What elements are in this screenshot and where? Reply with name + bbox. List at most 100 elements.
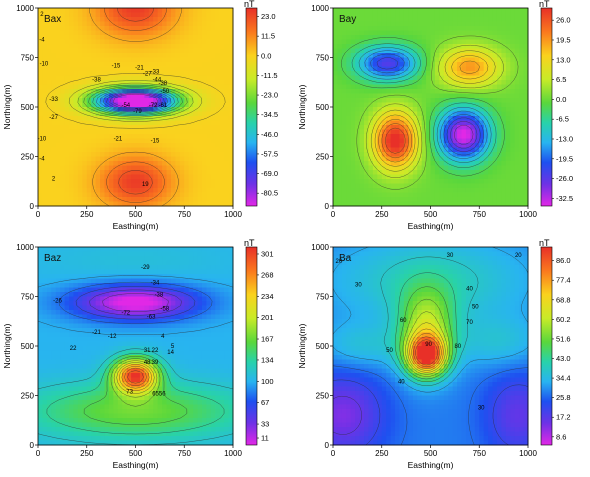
heatmap-cell [193,201,199,207]
heatmap-cell [408,134,414,139]
heatmap-cell [91,192,97,198]
heatmap-cell [206,274,212,279]
heatmap-cell [408,35,414,40]
heatmap-cell [206,296,212,302]
heatmap-cell [86,269,92,275]
heatmap-cell [215,120,221,126]
heatmap-cell [434,21,440,27]
heatmap-cell [113,256,119,261]
heatmap-cell [179,93,185,99]
heatmap-cell [346,84,352,90]
heatmap-cell [77,39,83,45]
heatmap-cell [386,174,392,180]
heatmap-cell [77,287,83,293]
heatmap-cell [131,183,136,189]
heatmap-cell [170,80,176,85]
heatmap-cell [355,165,361,171]
heatmap-cell [483,30,489,36]
heatmap-cell [188,197,194,202]
heatmap-cell [122,188,128,193]
heatmap-cell [166,134,172,139]
heatmap-cell [210,107,216,112]
heatmap-cell [206,170,212,175]
colorbar-tick-label: 23.0 [261,12,276,21]
heatmap-cell [346,111,352,117]
heatmap-cell [73,170,79,175]
heatmap-cell [465,57,471,63]
heatmap-cell [184,192,190,198]
heatmap-cell [95,247,101,252]
heatmap-cell [408,57,414,63]
heatmap-cell [219,12,225,18]
heatmap-cell [434,35,440,40]
heatmap-cell [417,84,423,90]
heatmap-cell [488,53,494,58]
heatmap-cell [408,26,414,31]
heatmap-cell [412,107,418,112]
heatmap-cells [333,8,529,207]
heatmap-cell [193,35,199,40]
heatmap-cell [188,310,194,315]
heatmap-cell [157,201,163,207]
heatmap-cell [73,179,79,184]
heatmap-cell [201,129,207,135]
heatmap-cell [434,197,440,202]
heatmap-cell [461,102,467,108]
heatmap-cell [368,53,374,58]
heatmap-cell [341,93,347,99]
heatmap-cell [113,197,119,202]
heatmap-cell [175,301,181,306]
heatmap-cell [488,192,494,198]
heatmap-cell [474,147,480,153]
heatmap-cell [377,26,383,31]
heatmap-cell [510,80,516,85]
heatmap-cell [117,278,123,284]
heatmap-cell [210,161,216,166]
heatmap-cell [113,183,119,189]
heatmap-cell [430,143,436,148]
heatmap-cell [210,134,216,139]
heatmap-cell [417,35,423,40]
heatmap-cell [483,174,489,180]
heatmap-cell [368,116,374,121]
heatmap-cell [219,156,225,162]
heatmap-cell [474,179,480,184]
heatmap-cell [421,8,427,13]
heatmap-cell [38,201,43,207]
heatmap-cell [417,102,423,108]
heatmap-cell [77,183,83,189]
heatmap-cell [488,75,494,81]
heatmap-cell [381,179,387,184]
heatmap-cell [390,120,396,126]
heatmap-cell [148,319,154,324]
heatmap-cell [170,251,176,257]
heatmap-cell [184,197,190,202]
heatmap-cell [82,201,88,207]
heatmap-cell [38,256,43,261]
heatmap-cell [64,89,70,94]
heatmap-cell [514,44,520,49]
heatmap-cell [139,165,145,171]
heatmap-cell [193,120,199,126]
heatmap-cell [86,152,92,157]
heatmap-cell [337,26,343,31]
heatmap-cell [514,197,520,202]
heatmap-cell [372,89,378,94]
heatmap-cell [38,332,43,338]
heatmap-cell [157,102,163,108]
heatmap-cell [148,57,154,63]
heatmap-cell [148,111,154,117]
heatmap-cell [139,161,145,166]
heatmap-cell [337,62,343,67]
heatmap-cell [377,39,383,45]
heatmap-cell [412,84,418,90]
heatmap-cell [104,57,110,63]
heatmap-cell [457,111,463,117]
heatmap-cell [166,278,172,284]
heatmap-cell [443,125,449,130]
heatmap-cell [333,57,338,63]
heatmap-cell [91,75,97,81]
heatmap-cell [73,75,79,81]
heatmap-cell [82,170,88,175]
heatmap-cell [73,319,79,324]
